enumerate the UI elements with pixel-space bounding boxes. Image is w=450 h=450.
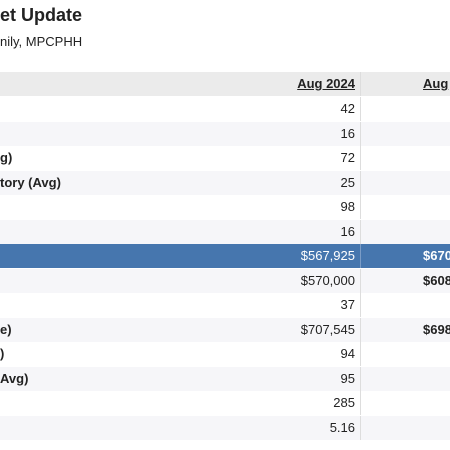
cell: 285 <box>333 395 355 410</box>
column-divider <box>360 366 361 391</box>
table-row: 37 <box>0 293 450 317</box>
cell: 37 <box>340 297 355 312</box>
column-header-text[interactable]: Aug <box>423 76 449 91</box>
table-row: $567,925 $670 <box>0 244 450 268</box>
row-label: g) <box>0 150 13 165</box>
table-row: 42 <box>0 97 450 121</box>
cell: 94 <box>340 346 355 361</box>
table-row: tory (Avg) 25 <box>0 170 450 195</box>
row-label: tory (Avg) <box>0 174 61 190</box>
title: et Update <box>0 5 83 25</box>
header-row: Aug 2024 Aug <box>0 72 450 96</box>
column-divider <box>360 415 361 440</box>
table-row: e) $707,545 $698 <box>0 317 450 342</box>
table-row: g) 72 <box>0 146 450 170</box>
cell: $698 <box>423 321 450 337</box>
cell: 16 <box>340 223 355 239</box>
column-divider <box>360 170 361 195</box>
column-divider <box>360 342 361 366</box>
table-row: ) 94 <box>0 342 450 366</box>
column-header-text[interactable]: Aug 2024 <box>297 76 355 91</box>
cell: 98 <box>340 199 355 214</box>
cell: $670 <box>423 248 450 263</box>
cell: 72 <box>340 150 355 165</box>
table-row: Avg) 95 <box>0 366 450 391</box>
column-divider <box>360 121 361 146</box>
column-divider <box>360 293 361 317</box>
column-divider <box>360 391 361 415</box>
cell: 5.16 <box>329 419 355 435</box>
cell: $570,000 <box>300 272 355 288</box>
cell: $608 <box>423 272 450 288</box>
row-label: Avg) <box>0 370 29 386</box>
table-row: 16 <box>0 219 450 244</box>
row-label: ) <box>0 346 5 361</box>
column-header: Aug <box>423 72 448 96</box>
table-row: 5.16 <box>0 415 450 440</box>
subtitle: nily, MPCPHH <box>0 34 83 49</box>
column-header: Aug 2024 <box>297 72 355 96</box>
cell: 25 <box>340 174 355 190</box>
column-divider <box>360 219 361 244</box>
column-divider <box>360 268 361 293</box>
cell: 42 <box>340 101 355 116</box>
cell: $707,545 <box>300 321 355 337</box>
column-divider <box>360 195 361 219</box>
column-divider <box>360 244 361 268</box>
table-row: 285 <box>0 391 450 415</box>
cell: $567,925 <box>300 248 355 263</box>
row-label: e) <box>0 321 12 337</box>
column-divider <box>360 97 361 121</box>
column-divider <box>360 146 361 170</box>
table-row: 98 <box>0 195 450 219</box>
column-divider <box>360 72 361 96</box>
cell: 95 <box>340 370 355 386</box>
cell: 16 <box>340 125 355 141</box>
column-divider <box>360 317 361 342</box>
table-row: $570,000 $608 <box>0 268 450 293</box>
table-row: 16 <box>0 121 450 146</box>
